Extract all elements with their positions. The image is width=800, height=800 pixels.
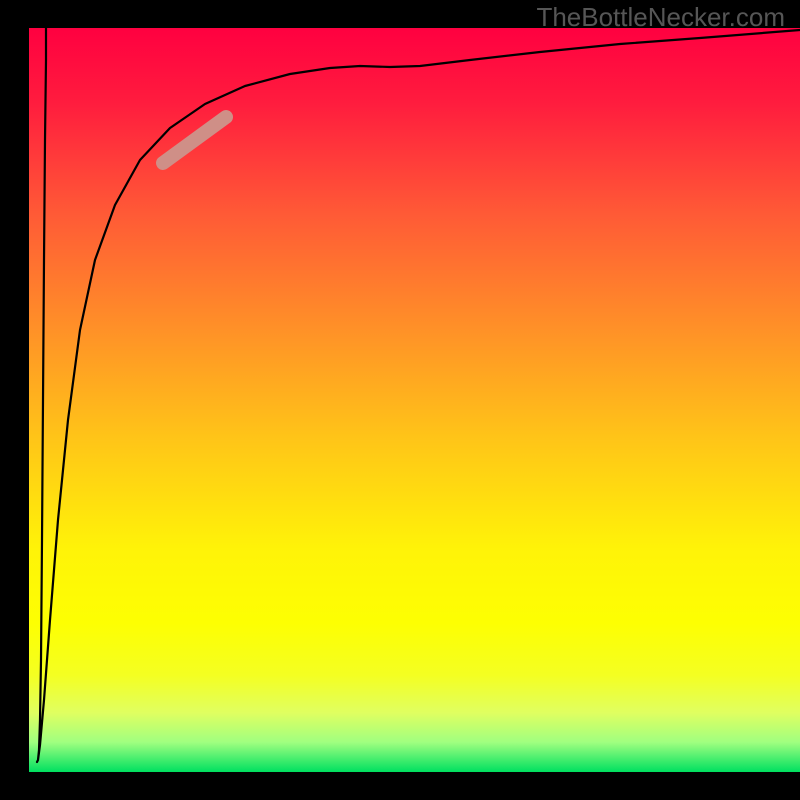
highlight-marker — [163, 117, 226, 163]
watermark-link[interactable]: TheBottleNecker.com — [536, 2, 785, 33]
bottleneck-curve — [37, 28, 800, 762]
chart-overlay — [0, 0, 800, 800]
chart-container: TheBottleNecker.com — [0, 0, 800, 800]
